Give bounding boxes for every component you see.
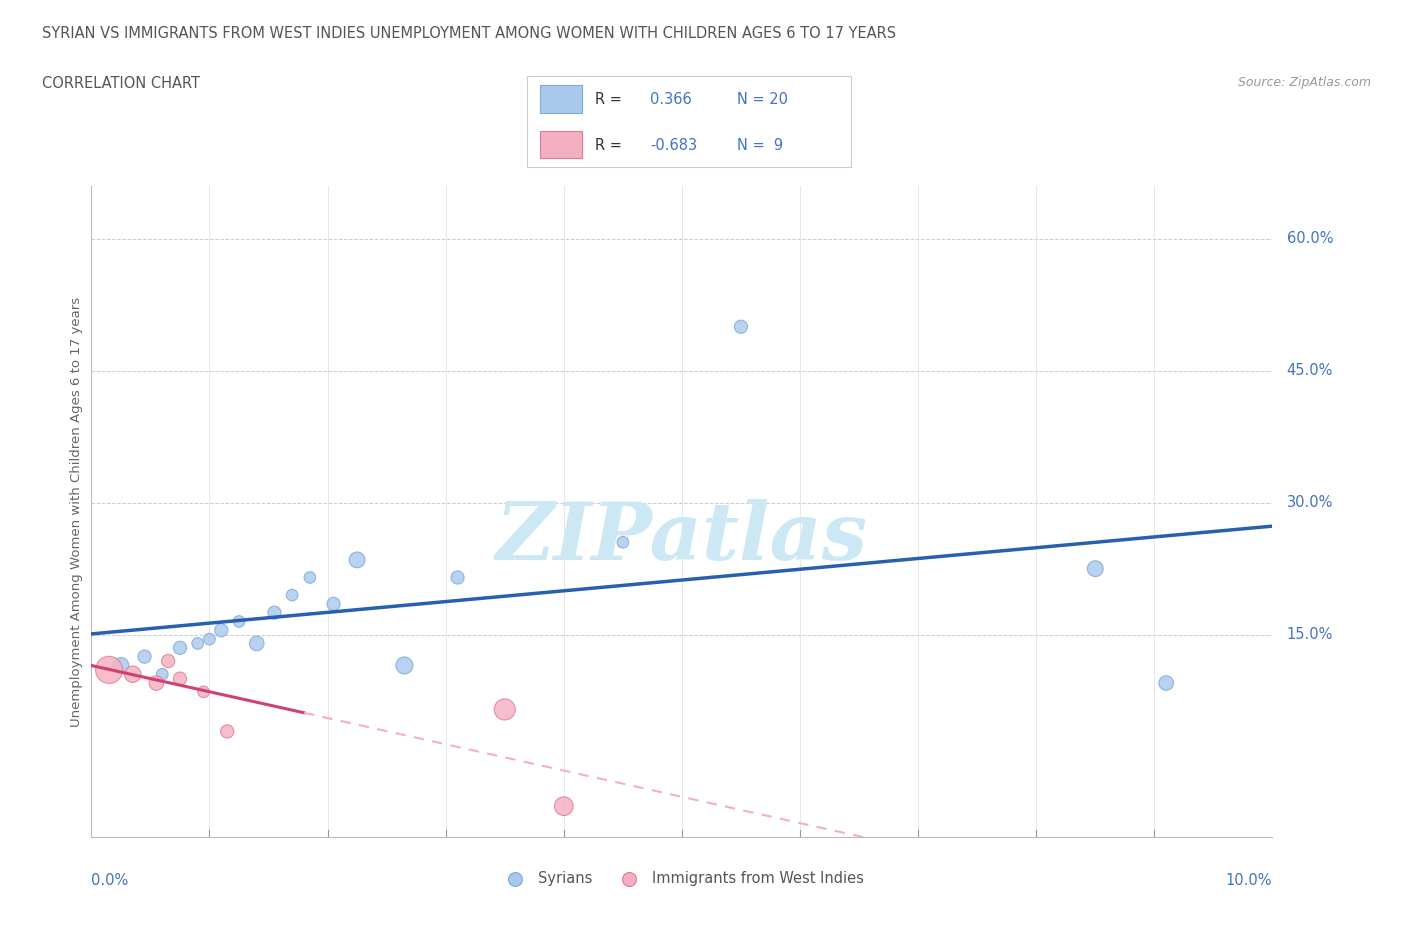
FancyBboxPatch shape — [540, 131, 582, 158]
Point — [157, 654, 180, 669]
Text: 0.366: 0.366 — [650, 92, 692, 108]
Point — [187, 636, 209, 651]
Point — [1084, 561, 1107, 576]
Text: CORRELATION CHART: CORRELATION CHART — [42, 76, 200, 91]
Point — [322, 596, 344, 611]
Point — [193, 684, 215, 699]
Point — [346, 552, 368, 567]
Point — [217, 724, 239, 738]
Point — [169, 641, 191, 656]
Text: N =  9: N = 9 — [738, 138, 783, 153]
Text: R =: R = — [595, 92, 621, 108]
Point — [150, 667, 173, 682]
Point — [394, 658, 416, 673]
Point — [134, 649, 156, 664]
Point — [730, 319, 752, 334]
FancyBboxPatch shape — [540, 86, 582, 113]
Point — [281, 588, 304, 603]
Text: ZIPatlas: ZIPatlas — [496, 498, 868, 577]
Text: SYRIAN VS IMMIGRANTS FROM WEST INDIES UNEMPLOYMENT AMONG WOMEN WITH CHILDREN AGE: SYRIAN VS IMMIGRANTS FROM WEST INDIES UN… — [42, 26, 896, 41]
Legend: Syrians, Immigrants from West Indies: Syrians, Immigrants from West Indies — [494, 865, 870, 892]
Point — [246, 636, 269, 651]
Text: 30.0%: 30.0% — [1286, 495, 1333, 511]
Point — [110, 658, 132, 673]
Point — [121, 667, 143, 682]
Point — [298, 570, 321, 585]
Text: 60.0%: 60.0% — [1286, 232, 1333, 246]
Y-axis label: Unemployment Among Women with Children Ages 6 to 17 years: Unemployment Among Women with Children A… — [70, 297, 83, 726]
Point — [494, 702, 516, 717]
Text: -0.683: -0.683 — [650, 138, 697, 153]
Point — [198, 631, 221, 646]
Text: Source: ZipAtlas.com: Source: ZipAtlas.com — [1237, 76, 1371, 89]
Text: N = 20: N = 20 — [738, 92, 789, 108]
Point — [145, 675, 167, 690]
Point — [553, 799, 575, 814]
Point — [446, 570, 468, 585]
Point — [612, 535, 634, 550]
Point — [209, 623, 232, 638]
Text: 10.0%: 10.0% — [1226, 872, 1272, 888]
Point — [169, 671, 191, 686]
Text: 45.0%: 45.0% — [1286, 364, 1333, 379]
Text: R =: R = — [595, 138, 621, 153]
Text: 15.0%: 15.0% — [1286, 627, 1333, 642]
Point — [228, 614, 250, 629]
Point — [263, 605, 285, 620]
Point — [1154, 675, 1177, 690]
Point — [98, 662, 121, 677]
Text: 0.0%: 0.0% — [91, 872, 128, 888]
